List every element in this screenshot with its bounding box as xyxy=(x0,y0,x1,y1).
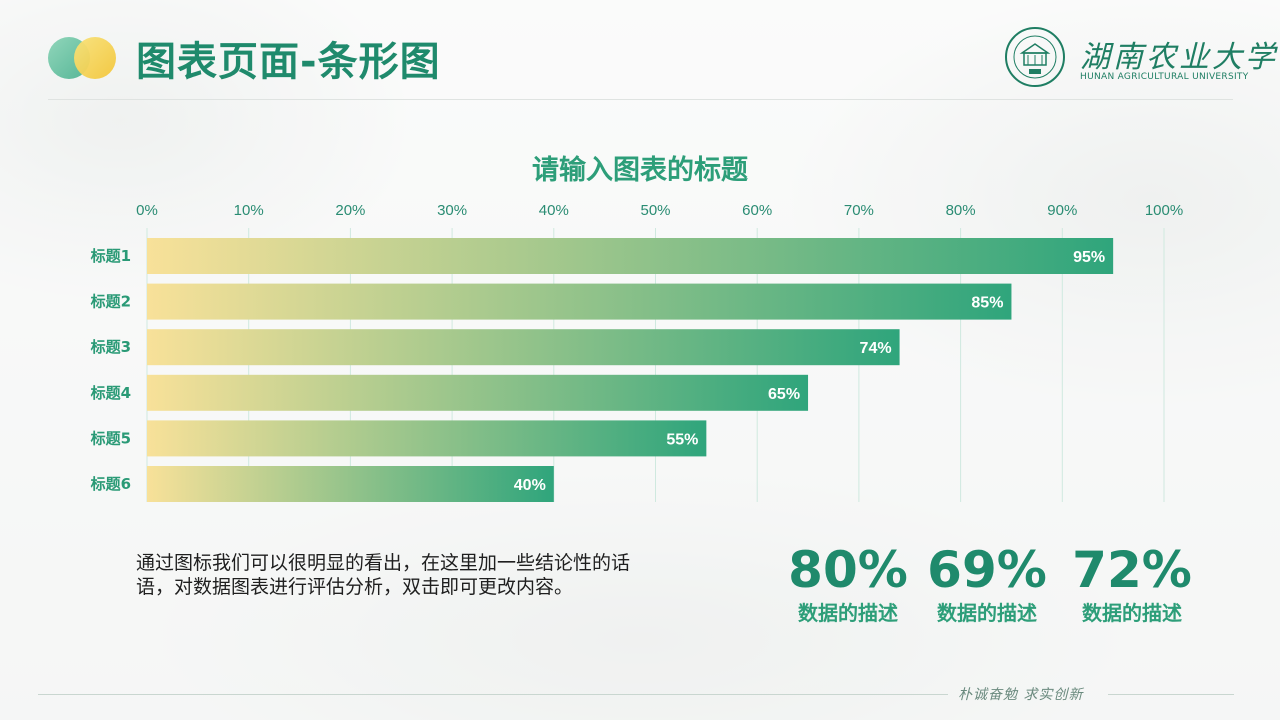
bar-chart: 0% 10% 20% 30% 40% 50% 60% 70% 80% 90% 100% 标题1 95%… xyxy=(90,202,1183,502)
x-tick-label: 90% xyxy=(1047,202,1077,219)
stat-value: 80% xyxy=(788,541,908,599)
stat-value: 69% xyxy=(927,541,1047,599)
category-label: 标题2 xyxy=(90,293,131,311)
x-tick-label: 40% xyxy=(539,202,569,219)
bar xyxy=(147,238,1114,274)
bar xyxy=(147,466,554,502)
stat-block: 69% 数据的描述 xyxy=(925,540,1049,626)
bar xyxy=(147,329,900,366)
x-tick-label: 10% xyxy=(234,202,264,219)
category-label: 标题6 xyxy=(90,475,131,493)
footer-divider xyxy=(38,694,948,695)
x-tick-label: 70% xyxy=(844,202,874,219)
chart-title: 请输入图表的标题 xyxy=(532,155,748,186)
bar xyxy=(147,283,1012,320)
stat-label: 数据的描述 xyxy=(798,601,898,625)
stat-value: 72% xyxy=(1072,541,1192,599)
bar-value-label: 85% xyxy=(971,295,1003,312)
logo-chinese-name: 湖南农业大学 xyxy=(1080,40,1278,75)
x-axis-ticks: 0% 10% 20% 30% 40% 50% 60% 70% 80% 90% 100% xyxy=(136,202,1183,219)
bar xyxy=(147,374,809,411)
bar-value-label: 95% xyxy=(1073,249,1105,266)
chart-bars: 标题1 95% 标题2 85% 标题3 74% 标题4 65% 标题5 55% 标题6 40% xyxy=(90,238,1114,502)
stat-block: 80% 数据的描述 xyxy=(786,540,910,626)
category-label: 标题4 xyxy=(90,384,131,402)
bar-value-label: 74% xyxy=(860,340,892,357)
x-tick-label: 80% xyxy=(946,202,976,219)
x-tick-label: 50% xyxy=(640,202,670,219)
x-tick-label: 20% xyxy=(335,202,365,219)
footer-divider xyxy=(1108,694,1234,695)
x-tick-label: 60% xyxy=(742,202,772,219)
logo-english-name: HUNAN AGRICULTURAL UNIVERSITY xyxy=(1080,72,1249,82)
x-tick-label: 30% xyxy=(437,202,467,219)
university-seal-icon xyxy=(1005,27,1065,87)
stat-label: 数据的描述 xyxy=(937,601,1037,625)
bar-value-label: 40% xyxy=(514,477,546,494)
yellow-circle-icon xyxy=(74,37,116,79)
header-divider xyxy=(48,99,1233,100)
stat-block: 72% 数据的描述 xyxy=(1070,540,1194,626)
bar xyxy=(147,420,707,457)
chart-description: 通过图标我们可以很明显的看出，在这里加一些结论性的话语，对数据图表进行评估分析，… xyxy=(136,552,631,598)
category-label: 标题1 xyxy=(90,247,131,265)
x-tick-label: 0% xyxy=(136,202,158,219)
bar-value-label: 55% xyxy=(666,431,698,448)
stat-label: 数据的描述 xyxy=(1082,601,1182,625)
category-label: 标题5 xyxy=(90,429,131,447)
x-tick-label: 100% xyxy=(1145,202,1183,219)
title-decoration-icon xyxy=(48,37,118,79)
bar-value-label: 65% xyxy=(768,386,800,403)
university-logo: 湖南农业大学 HUNAN AGRICULTURAL UNIVERSITY xyxy=(1004,26,1275,92)
page-title: 图表页面-条形图 xyxy=(136,39,441,85)
footer-motto: 朴诚奋勉 求实创新 xyxy=(958,687,1084,703)
category-label: 标题3 xyxy=(90,338,131,356)
